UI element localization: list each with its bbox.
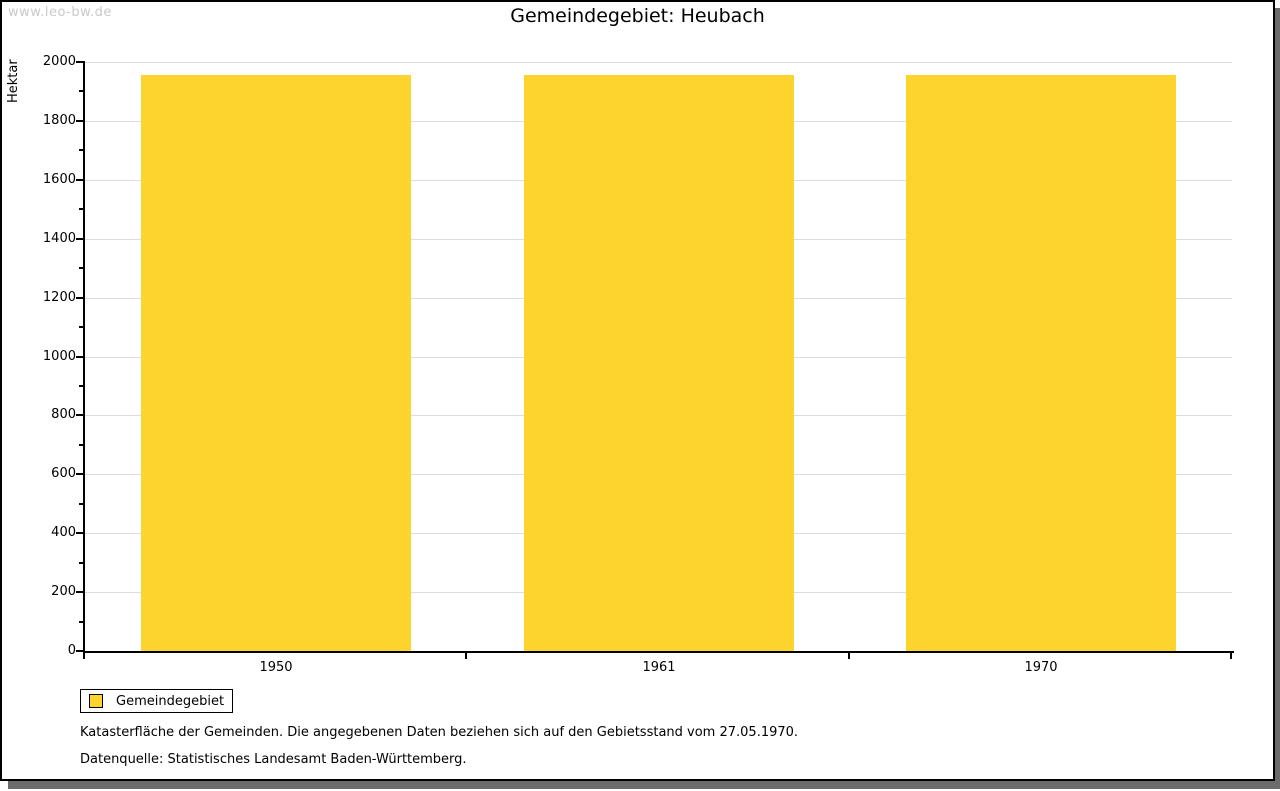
y-axis-line — [83, 61, 85, 653]
y-minor-tick — [79, 90, 83, 92]
plot-area: 0 200 400 600 800 1000 1200 1400 1600 1800 2000 195… — [2, 2, 1273, 779]
y-major-tick — [76, 650, 83, 652]
footnote-line-1: Katasterfläche der Gemeinden. Die angege… — [80, 725, 799, 740]
x-boundary-tick — [1230, 653, 1232, 659]
x-axis-line — [83, 651, 1234, 653]
y-major-tick — [76, 591, 83, 593]
y-tick-label: 200 — [51, 584, 76, 599]
legend-swatch-icon — [89, 694, 103, 708]
y-major-tick — [76, 414, 83, 416]
y-tick-label: 1200 — [42, 290, 76, 305]
y-tick-label: 1800 — [42, 113, 76, 128]
y-tick-label: 400 — [51, 525, 76, 540]
y-major-tick — [76, 532, 83, 534]
bar-1970 — [906, 75, 1176, 651]
y-minor-tick — [79, 149, 83, 151]
gridline — [85, 62, 1232, 63]
y-minor-tick — [79, 621, 83, 623]
y-major-tick — [76, 297, 83, 299]
y-major-tick — [76, 356, 83, 358]
y-major-tick — [76, 61, 83, 63]
y-tick-label: 1400 — [42, 231, 76, 246]
page-title: Gemeindegebiet: Heubach — [510, 5, 765, 27]
x-boundary-tick — [83, 653, 85, 659]
y-tick-label: 2000 — [42, 54, 76, 69]
legend-label: Gemeindegebiet — [116, 693, 225, 709]
y-minor-tick — [79, 326, 83, 328]
x-tick-label: 1961 — [642, 660, 676, 675]
y-major-tick — [76, 179, 83, 181]
x-tick-label: 1950 — [259, 660, 293, 675]
y-tick-label: 1600 — [42, 172, 76, 187]
y-minor-tick — [79, 444, 83, 446]
y-minor-tick — [79, 208, 83, 210]
legend: Gemeindegebiet — [80, 689, 233, 713]
footnote-line-2: Datenquelle: Statistisches Landesamt Bad… — [80, 752, 467, 767]
watermark: www.leo-bw.de — [8, 5, 112, 20]
x-boundary-tick — [465, 653, 467, 659]
x-tick-label: 1970 — [1024, 660, 1058, 675]
bar-1950 — [141, 75, 411, 651]
y-minor-tick — [79, 562, 83, 564]
y-minor-tick — [79, 385, 83, 387]
bar-1961 — [524, 75, 794, 651]
y-major-tick — [76, 120, 83, 122]
y-major-tick — [76, 473, 83, 475]
y-minor-tick — [79, 503, 83, 505]
y-tick-label: 0 — [67, 643, 76, 658]
x-boundary-tick — [848, 653, 850, 659]
y-tick-label: 1000 — [42, 349, 76, 364]
y-minor-tick — [79, 267, 83, 269]
y-tick-label: 600 — [51, 466, 76, 481]
y-tick-label: 800 — [51, 407, 76, 422]
y-major-tick — [76, 238, 83, 240]
